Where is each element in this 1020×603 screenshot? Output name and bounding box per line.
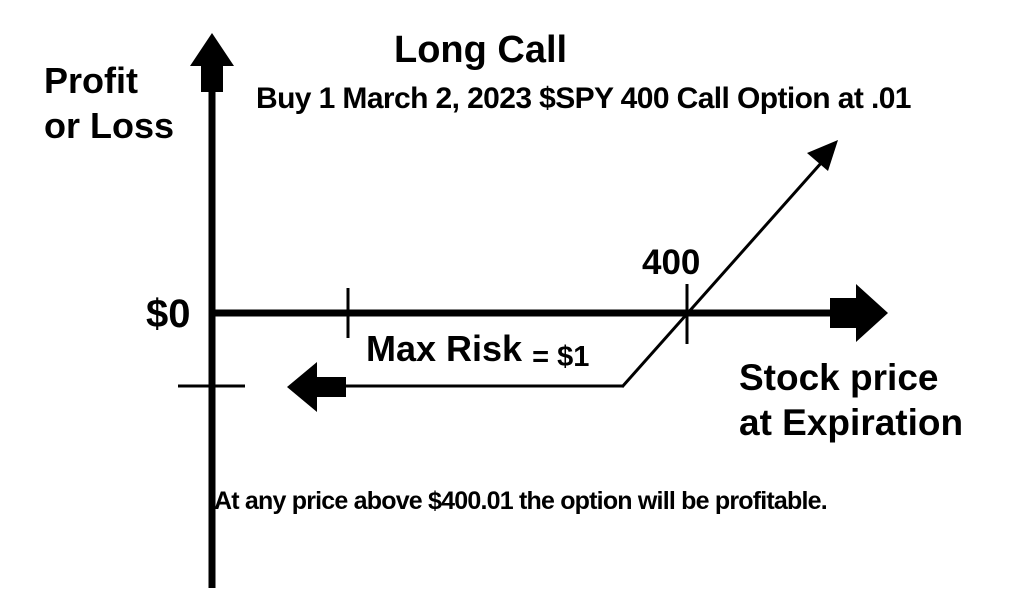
payoff-rising-segment <box>620 161 824 388</box>
y-axis-label: Profit or Loss <box>44 60 175 146</box>
payoff-left-arrowhead <box>287 362 346 412</box>
y-axis-up-arrowhead <box>190 33 234 92</box>
x-axis-right-arrowhead <box>830 284 888 342</box>
zero-profit-label: $0 <box>146 292 191 336</box>
max-risk-annotation: Max Risk = $1 <box>366 328 589 373</box>
x-axis-label: Stock price at Expiration <box>739 357 964 443</box>
diagram-title: Long Call <box>394 29 568 71</box>
payoff-rising-arrowhead <box>807 140 838 171</box>
diagram-subtitle: Buy 1 March 2, 2023 $SPY 400 Call Option… <box>256 82 911 115</box>
footnote: At any price above $400.01 the option wi… <box>214 487 828 515</box>
strike-price-label: 400 <box>642 243 701 282</box>
max-risk-label: Max Risk <box>366 328 523 369</box>
max-risk-value: = $1 <box>532 341 590 373</box>
